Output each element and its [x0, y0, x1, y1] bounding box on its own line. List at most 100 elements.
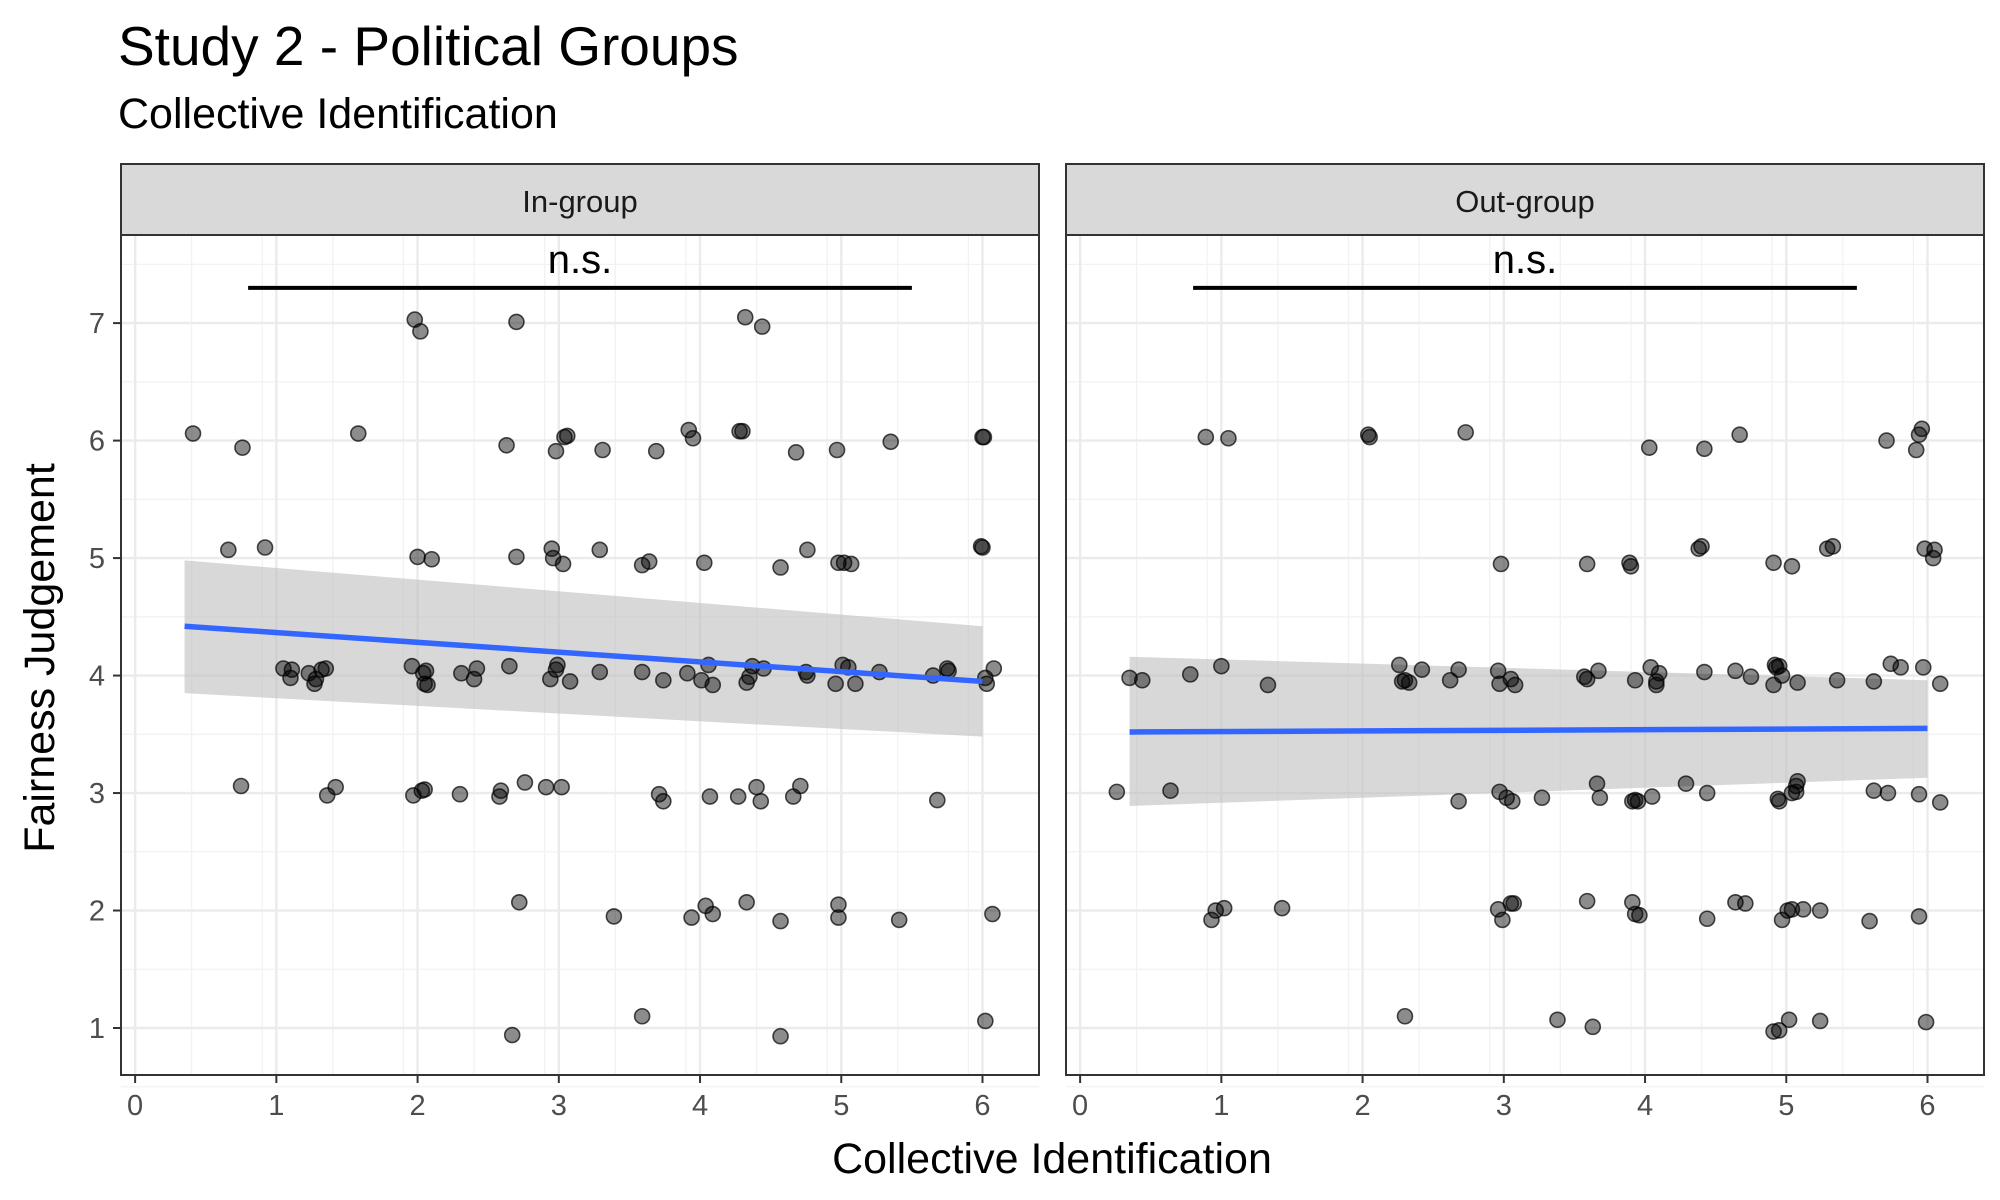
data-point [1865, 782, 1883, 799]
data-point [772, 912, 789, 930]
data-point [1770, 1022, 1788, 1039]
x-tick-label: 3 [551, 1090, 567, 1122]
data-point [647, 442, 665, 460]
x-tick-label: 2 [410, 1090, 426, 1122]
data-point [1892, 659, 1909, 676]
data-point [1181, 666, 1199, 683]
confidence-ribbon [184, 560, 983, 737]
data-point [1731, 426, 1748, 444]
data-point [1203, 911, 1220, 929]
data-point [1768, 659, 1785, 676]
data-point [1259, 676, 1277, 694]
data-point [1413, 661, 1431, 678]
data-point [1878, 432, 1895, 449]
y-tick-label: 3 [89, 778, 105, 810]
data-point [591, 541, 609, 559]
data-point [792, 777, 809, 795]
data-point [1591, 789, 1609, 807]
data-point [1727, 662, 1744, 680]
data-point [1783, 901, 1801, 918]
data-point [1215, 899, 1233, 917]
data-point [640, 553, 658, 570]
y-axis-label: Fairness Judgement [16, 463, 64, 853]
data-point [882, 433, 900, 451]
data-point [561, 673, 579, 690]
data-point [1811, 1012, 1829, 1030]
data-point [799, 541, 816, 559]
data-point [683, 909, 700, 926]
y-tick-label: 5 [89, 543, 105, 575]
x-tick-label: 0 [1072, 1090, 1088, 1122]
chart-subtitle: Collective Identification [118, 90, 558, 138]
data-point [1879, 784, 1897, 802]
data-point [1773, 911, 1791, 929]
trend-line [1129, 725, 1928, 735]
data-point [1450, 792, 1467, 810]
data-point [1133, 671, 1151, 689]
panel-border [120, 234, 1040, 1076]
significance-label: n.s. [548, 238, 612, 282]
data-point [306, 675, 323, 693]
x-tick-label: 0 [127, 1090, 143, 1122]
data-point [256, 539, 274, 556]
data-point [655, 671, 672, 689]
data-point [423, 550, 441, 568]
data-point [830, 896, 847, 913]
data-point [752, 792, 770, 810]
data-point [1631, 906, 1648, 924]
data-point [1506, 676, 1524, 694]
y-tick-label: 7 [89, 308, 105, 340]
data-point [1770, 792, 1788, 810]
data-point [220, 541, 237, 559]
y-tick-label: 6 [89, 426, 105, 458]
data-point [1698, 784, 1716, 802]
data-point [828, 441, 846, 459]
data-point [282, 669, 299, 687]
data-point [680, 421, 698, 439]
data-point [1457, 424, 1474, 441]
data-point [1698, 910, 1716, 928]
data-point [232, 777, 250, 795]
data-point [748, 778, 765, 796]
data-point [558, 427, 576, 445]
data-point [1737, 895, 1754, 912]
data-point [1629, 792, 1647, 810]
data-point [929, 791, 946, 809]
data-point [1489, 662, 1507, 680]
data-point [1213, 657, 1230, 675]
data-point [1693, 538, 1710, 555]
x-tick-label: 1 [1213, 1090, 1229, 1122]
data-point [1108, 783, 1126, 801]
data-point [544, 549, 562, 567]
x-tick-label: 6 [974, 1090, 990, 1122]
trend-line [184, 623, 983, 685]
data-point [1914, 659, 1932, 676]
data-point [468, 660, 486, 677]
data-point [1910, 908, 1928, 925]
facet-label: In-group [522, 184, 637, 219]
x-tick-label: 6 [1919, 1090, 1935, 1122]
data-point [1162, 782, 1179, 799]
data-point [1626, 671, 1644, 689]
data-point [1648, 676, 1665, 694]
data-point [491, 788, 508, 805]
data-point [1549, 1011, 1566, 1029]
data-point [1503, 792, 1521, 810]
data-point [1907, 441, 1925, 459]
data-point [1931, 675, 1949, 693]
data-point [830, 554, 847, 572]
data-point [772, 559, 789, 576]
data-point [938, 660, 956, 677]
significance-label: n.s. [1493, 238, 1557, 282]
data-point [508, 548, 525, 566]
data-point [1121, 669, 1138, 687]
data-point [594, 441, 611, 459]
data-point [1931, 794, 1949, 811]
data-point [1584, 1018, 1602, 1036]
data-point [787, 444, 805, 461]
data-point [1578, 670, 1596, 688]
data-point [1391, 656, 1408, 674]
data-point [736, 308, 754, 326]
facet-label: Out-group [1455, 184, 1595, 219]
